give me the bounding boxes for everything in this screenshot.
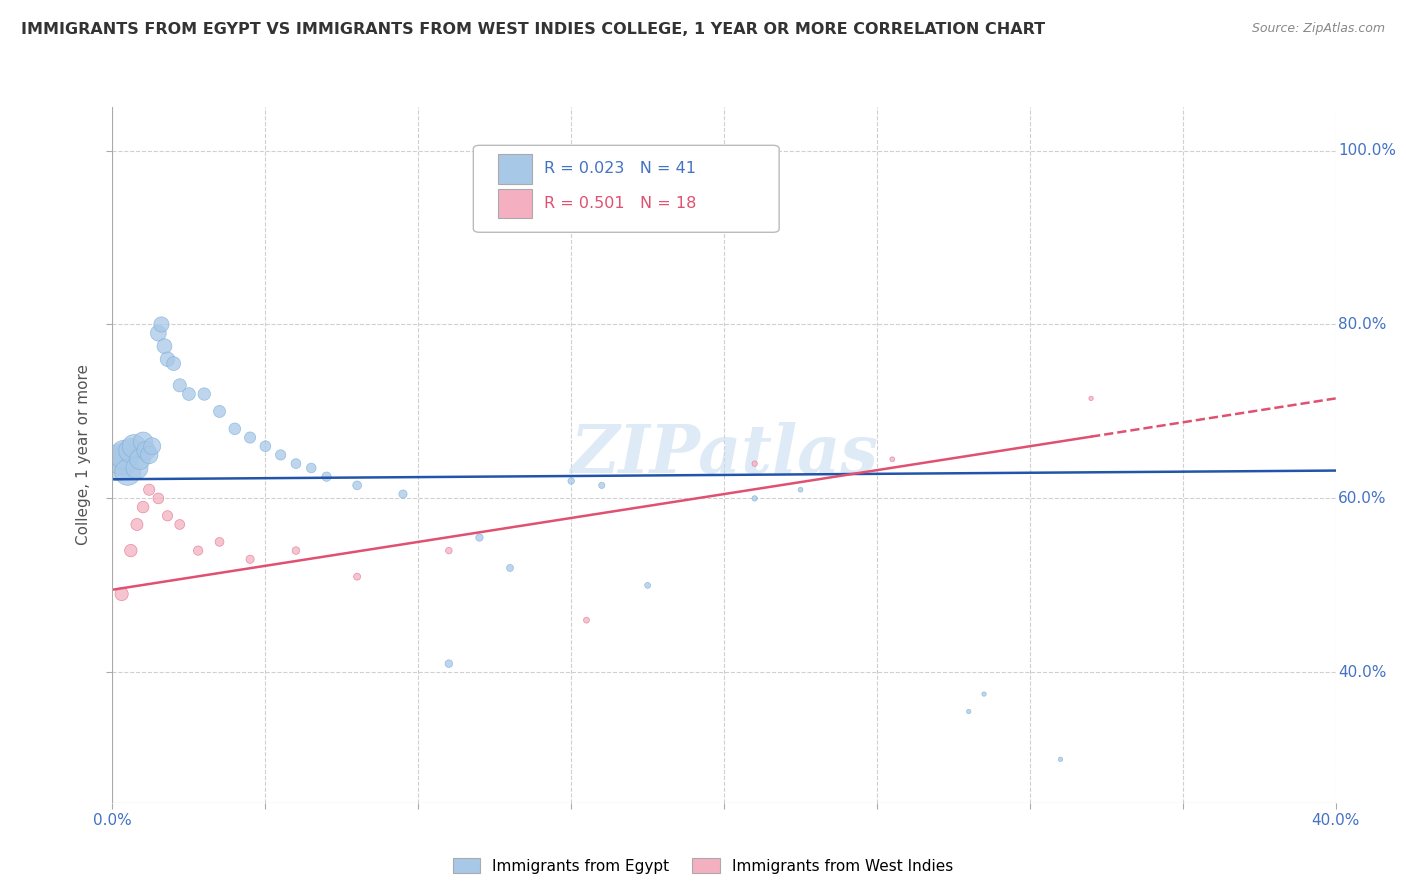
Point (299, 461, 322, 475)
Point (392, 487, 415, 501)
Text: R = 0.023   N = 41: R = 0.023 N = 41 (544, 161, 696, 177)
Point (150, 318, 173, 332)
Point (114, 448, 136, 462)
Point (138, 483, 160, 497)
Point (882, 452, 904, 467)
Point (125, 517, 148, 532)
FancyBboxPatch shape (498, 189, 531, 219)
Point (254, 439, 277, 453)
Point (637, 578, 659, 592)
Point (346, 570, 368, 584)
Point (239, 552, 262, 566)
Point (129, 452, 152, 467)
Point (135, 443, 157, 458)
Text: R = 0.501   N = 18: R = 0.501 N = 18 (544, 196, 696, 211)
Point (132, 434, 155, 449)
Point (208, 534, 231, 549)
FancyBboxPatch shape (498, 154, 531, 184)
Point (1080, 392, 1102, 406)
Point (132, 500, 155, 514)
Point (169, 378, 191, 392)
Point (499, 561, 522, 575)
Point (120, 443, 142, 458)
Point (156, 508, 179, 523)
Point (957, 705, 980, 719)
Point (163, 357, 186, 371)
Point (789, 483, 811, 497)
Point (591, 478, 613, 492)
Point (437, 657, 460, 671)
Point (575, 613, 598, 627)
Text: 100.0%: 100.0% (1339, 143, 1396, 158)
Legend: Immigrants from Egypt, Immigrants from West Indies: Immigrants from Egypt, Immigrants from W… (447, 852, 959, 880)
Point (744, 491, 766, 506)
Point (148, 491, 170, 506)
Text: 60.0%: 60.0% (1339, 491, 1386, 506)
Point (138, 448, 160, 462)
Point (107, 457, 129, 471)
Point (468, 531, 491, 545)
Point (193, 387, 215, 401)
FancyBboxPatch shape (474, 145, 779, 232)
Point (560, 474, 582, 488)
Text: 40.0%: 40.0% (1339, 665, 1386, 680)
Point (346, 478, 368, 492)
Point (315, 469, 337, 483)
Point (111, 587, 134, 601)
Point (141, 439, 163, 453)
Point (111, 452, 134, 467)
Point (187, 543, 209, 558)
Point (153, 339, 176, 353)
Point (169, 517, 191, 532)
Point (177, 387, 200, 401)
Text: IMMIGRANTS FROM EGYPT VS IMMIGRANTS FROM WEST INDIES COLLEGE, 1 YEAR OR MORE COR: IMMIGRANTS FROM EGYPT VS IMMIGRANTS FROM… (21, 22, 1045, 37)
Point (224, 422, 246, 436)
Point (122, 439, 145, 453)
Text: 80.0%: 80.0% (1339, 317, 1386, 332)
Point (125, 461, 148, 475)
Text: Source: ZipAtlas.com: Source: ZipAtlas.com (1251, 22, 1385, 36)
Point (239, 430, 262, 444)
Point (1049, 752, 1071, 766)
Point (284, 457, 308, 471)
Point (117, 466, 139, 480)
Point (973, 687, 995, 701)
Point (120, 543, 142, 558)
Point (156, 352, 179, 367)
Y-axis label: College, 1 year or more: College, 1 year or more (76, 365, 91, 545)
Point (744, 457, 766, 471)
Text: ZIPatlas: ZIPatlas (571, 423, 877, 487)
Point (270, 448, 292, 462)
Point (208, 404, 231, 418)
Point (284, 543, 308, 558)
Point (148, 326, 170, 340)
Point (437, 543, 460, 558)
